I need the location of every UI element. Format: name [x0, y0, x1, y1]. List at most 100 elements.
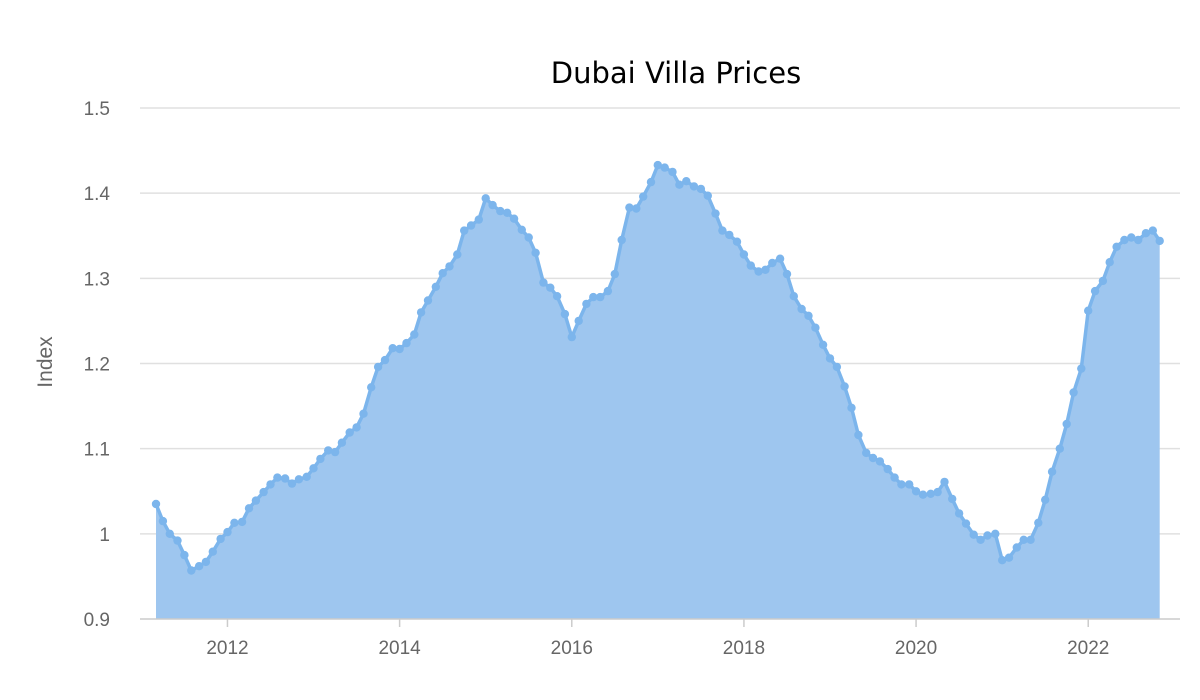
data-point[interactable] — [746, 261, 755, 270]
data-point[interactable] — [352, 423, 361, 432]
data-point[interactable] — [948, 494, 957, 504]
data-point[interactable] — [373, 362, 383, 372]
data-point[interactable] — [868, 453, 878, 463]
data-point[interactable] — [180, 550, 189, 560]
data-point[interactable] — [1034, 518, 1043, 527]
data-point[interactable] — [961, 519, 971, 528]
data-point[interactable] — [1077, 364, 1086, 373]
data-point[interactable] — [423, 296, 433, 305]
data-point[interactable] — [596, 292, 605, 302]
data-point[interactable] — [237, 517, 247, 527]
data-point[interactable] — [711, 209, 720, 218]
data-point[interactable] — [1112, 242, 1121, 251]
data-point[interactable] — [675, 180, 684, 189]
data-point[interactable] — [918, 490, 928, 499]
data-point[interactable] — [539, 278, 548, 287]
data-point[interactable] — [976, 535, 985, 544]
data-point[interactable] — [223, 527, 232, 537]
data-point[interactable] — [158, 516, 168, 526]
data-point[interactable] — [653, 160, 662, 170]
data-point[interactable] — [782, 269, 792, 279]
data-point[interactable] — [854, 430, 863, 440]
data-point[interactable] — [739, 250, 749, 259]
data-point[interactable] — [847, 403, 856, 412]
data-point[interactable] — [309, 464, 318, 473]
data-point[interactable] — [926, 489, 935, 498]
data-point[interactable] — [230, 518, 239, 527]
data-point[interactable] — [625, 203, 634, 212]
data-point[interactable] — [173, 536, 182, 545]
data-point[interactable] — [940, 477, 949, 487]
data-point[interactable] — [646, 177, 656, 187]
data-point[interactable] — [983, 531, 992, 540]
data-point[interactable] — [380, 355, 390, 365]
data-point[interactable] — [818, 340, 828, 349]
data-point[interactable] — [718, 226, 727, 235]
data-point[interactable] — [660, 163, 669, 172]
data-point[interactable] — [897, 480, 906, 489]
data-point[interactable] — [251, 496, 261, 505]
data-point[interactable] — [481, 194, 490, 203]
data-point[interactable] — [954, 509, 964, 518]
data-point[interactable] — [911, 487, 921, 496]
data-point[interactable] — [1098, 276, 1108, 286]
data-point[interactable] — [503, 208, 512, 217]
data-point[interactable] — [1148, 226, 1158, 235]
data-point[interactable] — [703, 191, 712, 200]
data-point[interactable] — [875, 457, 885, 466]
data-point[interactable] — [266, 480, 275, 489]
data-point[interactable] — [151, 499, 161, 509]
data-point[interactable] — [991, 529, 1000, 538]
data-point[interactable] — [890, 473, 899, 482]
data-point[interactable] — [768, 258, 777, 268]
data-point[interactable] — [216, 534, 225, 544]
data-point[interactable] — [632, 204, 641, 213]
data-point[interactable] — [567, 332, 576, 342]
data-point[interactable] — [438, 269, 447, 278]
data-point[interactable] — [862, 448, 871, 458]
data-point[interactable] — [905, 480, 914, 489]
data-point[interactable] — [825, 354, 835, 363]
data-point[interactable] — [324, 446, 333, 455]
data-point[interactable] — [775, 254, 785, 263]
data-point[interactable] — [933, 487, 942, 497]
data-point[interactable] — [316, 454, 325, 464]
data-point[interactable] — [582, 299, 591, 309]
data-point[interactable] — [517, 225, 526, 234]
data-point[interactable] — [273, 473, 282, 482]
data-point[interactable] — [187, 566, 196, 575]
data-point[interactable] — [552, 292, 562, 301]
data-point[interactable] — [883, 464, 892, 474]
data-point[interactable] — [496, 206, 505, 216]
data-point[interactable] — [797, 304, 806, 314]
data-point[interactable] — [574, 316, 583, 326]
data-point[interactable] — [1134, 235, 1143, 245]
data-point[interactable] — [689, 182, 699, 191]
data-point[interactable] — [337, 438, 347, 447]
data-point[interactable] — [1062, 419, 1071, 429]
data-point[interactable] — [1019, 535, 1028, 544]
data-point[interactable] — [201, 557, 211, 567]
data-point[interactable] — [367, 383, 376, 392]
data-point[interactable] — [998, 556, 1007, 565]
data-point[interactable] — [610, 269, 619, 279]
data-point[interactable] — [789, 292, 798, 301]
data-point[interactable] — [1155, 236, 1164, 246]
data-point[interactable] — [302, 472, 311, 481]
data-point[interactable] — [165, 529, 174, 538]
data-point[interactable] — [453, 250, 462, 259]
data-point[interactable] — [1069, 388, 1078, 397]
data-point[interactable] — [531, 248, 540, 257]
data-point[interactable] — [1141, 229, 1151, 238]
data-point[interactable] — [804, 311, 813, 320]
data-point[interactable] — [330, 447, 340, 457]
data-point[interactable] — [466, 221, 476, 230]
data-point[interactable] — [811, 323, 820, 332]
data-point[interactable] — [1041, 495, 1050, 504]
data-point[interactable] — [287, 479, 297, 488]
data-point[interactable] — [1026, 535, 1035, 544]
data-point[interactable] — [1120, 235, 1129, 245]
data-point[interactable] — [294, 475, 304, 484]
data-point[interactable] — [754, 267, 763, 276]
data-point[interactable] — [725, 230, 734, 240]
